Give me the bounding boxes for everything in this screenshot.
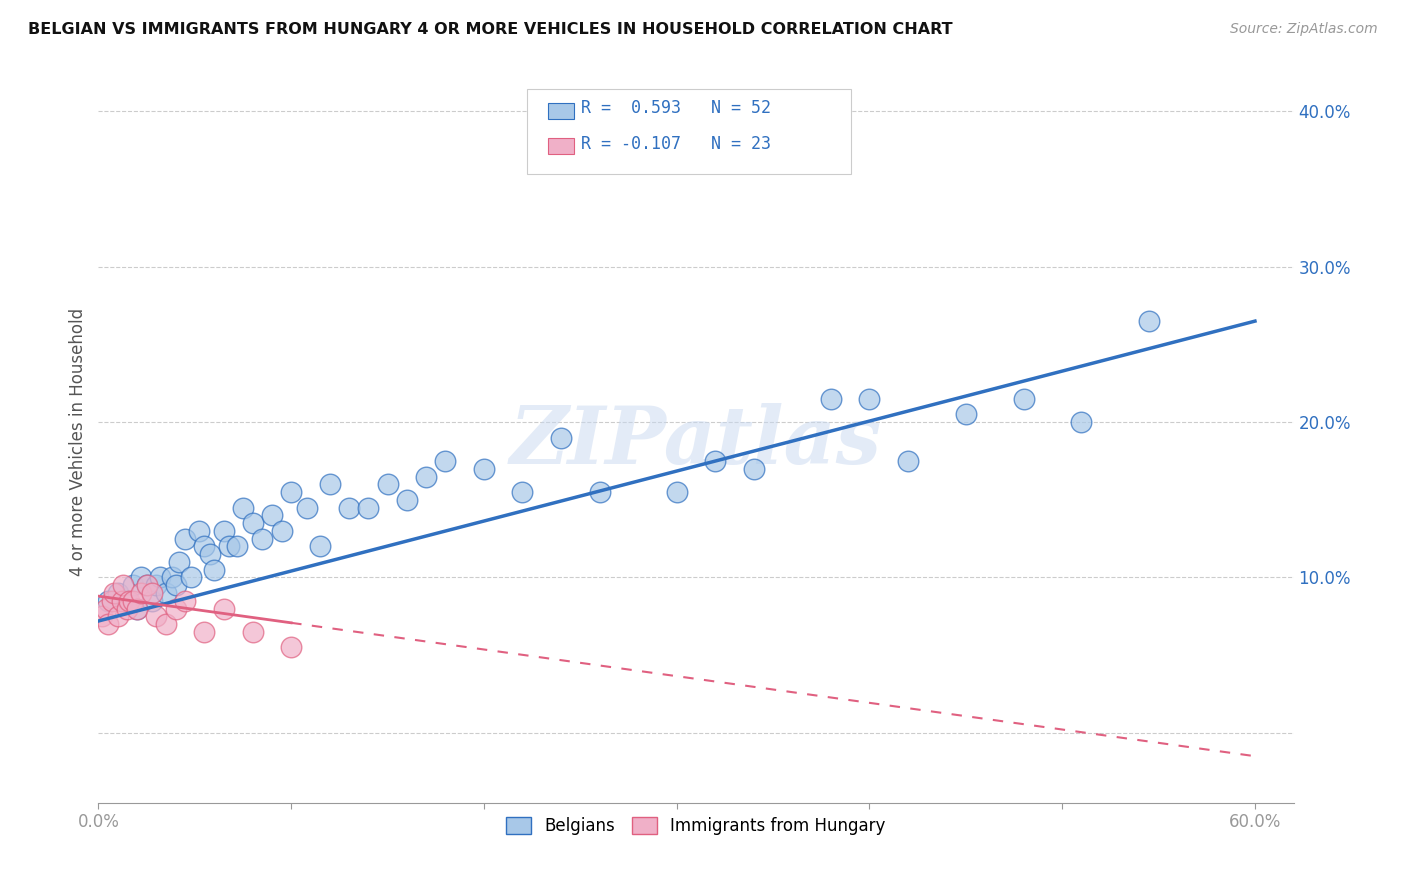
Point bbox=[200, 547, 222, 561]
Point bbox=[135, 578, 157, 592]
Point bbox=[193, 540, 215, 554]
Point bbox=[512, 485, 534, 500]
Point bbox=[858, 392, 880, 406]
Point bbox=[252, 532, 274, 546]
Point bbox=[212, 524, 235, 538]
Point bbox=[395, 492, 418, 507]
Point bbox=[180, 570, 202, 584]
Point bbox=[107, 586, 129, 600]
Point bbox=[97, 617, 120, 632]
Point bbox=[260, 508, 283, 523]
Point bbox=[1137, 314, 1160, 328]
Point bbox=[588, 485, 610, 500]
Point bbox=[319, 477, 342, 491]
Point bbox=[91, 609, 114, 624]
Point bbox=[169, 555, 191, 569]
Point bbox=[118, 594, 141, 608]
Point bbox=[337, 500, 360, 515]
Point bbox=[550, 431, 572, 445]
Point bbox=[112, 578, 135, 592]
Point bbox=[955, 408, 977, 422]
Point bbox=[270, 524, 292, 538]
Point bbox=[1070, 415, 1092, 429]
Point bbox=[174, 594, 197, 608]
Point bbox=[280, 640, 302, 655]
Point bbox=[141, 586, 163, 600]
Point bbox=[242, 624, 264, 639]
Point bbox=[125, 601, 148, 615]
Point bbox=[145, 609, 167, 624]
Point bbox=[129, 586, 152, 600]
Point bbox=[117, 601, 139, 615]
Point bbox=[103, 586, 125, 600]
Point bbox=[434, 454, 457, 468]
Point bbox=[212, 601, 235, 615]
Point bbox=[742, 461, 765, 475]
Point bbox=[295, 500, 318, 515]
Legend: Belgians, Immigrants from Hungary: Belgians, Immigrants from Hungary bbox=[499, 810, 893, 841]
Point bbox=[472, 461, 495, 475]
Text: Source: ZipAtlas.com: Source: ZipAtlas.com bbox=[1230, 22, 1378, 37]
Point bbox=[377, 477, 399, 491]
Point bbox=[160, 570, 183, 584]
Point bbox=[141, 594, 163, 608]
Point bbox=[226, 540, 249, 554]
Point bbox=[704, 454, 727, 468]
Point bbox=[155, 617, 177, 632]
Point bbox=[280, 485, 302, 500]
Point bbox=[897, 454, 920, 468]
Point bbox=[165, 578, 187, 592]
Point bbox=[125, 601, 148, 615]
Point bbox=[94, 601, 117, 615]
Point bbox=[218, 540, 240, 554]
Point bbox=[135, 578, 157, 592]
Point bbox=[193, 624, 215, 639]
Point bbox=[165, 601, 187, 615]
Point bbox=[174, 532, 197, 546]
Text: R = -0.107   N = 23: R = -0.107 N = 23 bbox=[581, 135, 770, 153]
Text: R =  0.593   N = 52: R = 0.593 N = 52 bbox=[581, 99, 770, 117]
Point bbox=[309, 540, 332, 554]
Point bbox=[357, 500, 380, 515]
Y-axis label: 4 or more Vehicles in Household: 4 or more Vehicles in Household bbox=[69, 308, 87, 575]
Point bbox=[122, 578, 145, 592]
Point bbox=[665, 485, 688, 500]
Text: ZIPatlas: ZIPatlas bbox=[510, 403, 882, 480]
Point bbox=[820, 392, 842, 406]
Point bbox=[415, 469, 437, 483]
Point bbox=[232, 500, 254, 515]
Point bbox=[117, 594, 139, 608]
Point bbox=[145, 578, 167, 592]
Point bbox=[155, 586, 177, 600]
Point bbox=[101, 594, 124, 608]
Point bbox=[97, 594, 120, 608]
Point bbox=[1012, 392, 1035, 406]
Point bbox=[129, 570, 152, 584]
Point bbox=[242, 516, 264, 530]
Point bbox=[110, 594, 132, 608]
Point bbox=[107, 609, 129, 624]
Point bbox=[202, 563, 225, 577]
Point bbox=[122, 594, 145, 608]
Point bbox=[187, 524, 209, 538]
Point bbox=[149, 570, 172, 584]
Text: BELGIAN VS IMMIGRANTS FROM HUNGARY 4 OR MORE VEHICLES IN HOUSEHOLD CORRELATION C: BELGIAN VS IMMIGRANTS FROM HUNGARY 4 OR … bbox=[28, 22, 953, 37]
